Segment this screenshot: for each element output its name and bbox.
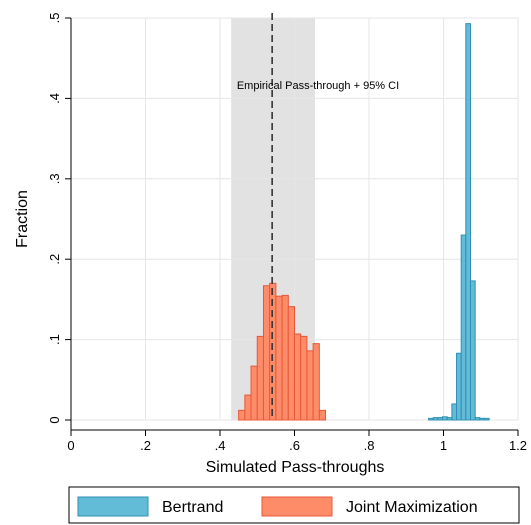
x-tick-label: 1.2 xyxy=(509,438,527,453)
bar-joint-maximization xyxy=(294,333,302,421)
x-axis-title: Simulated Pass-throughs xyxy=(206,459,385,476)
bar-joint-maximization xyxy=(275,295,283,421)
x-tick-label: .4 xyxy=(215,438,226,453)
legend-swatch-bertrand xyxy=(77,496,149,517)
bar-bertrand xyxy=(432,417,439,421)
bar-joint-maximization xyxy=(244,394,252,421)
bar-bertrand xyxy=(474,417,481,421)
bar-joint-maximization xyxy=(312,343,320,421)
legend-label-joint-maximization: Joint Maximization xyxy=(346,499,478,516)
y-tick-label: .2 xyxy=(47,254,62,265)
bar-bertrand xyxy=(446,417,453,421)
y-tick-label: 0 xyxy=(47,416,62,423)
bar-joint-maximization xyxy=(318,409,327,421)
x-tick-label: .2 xyxy=(140,438,151,453)
bar-joint-maximization xyxy=(306,350,314,421)
x-tick-label: 1 xyxy=(440,438,447,453)
y-tick-label: .4 xyxy=(47,93,62,104)
x-tick-label: .8 xyxy=(364,438,375,453)
bar-bertrand xyxy=(465,23,472,421)
legend-label-bertrand: Bertrand xyxy=(162,499,223,516)
bar-bertrand xyxy=(460,234,467,421)
y-tick-label: .1 xyxy=(47,334,62,345)
x-tick-label: 0 xyxy=(67,438,74,453)
bar-bertrand xyxy=(451,403,458,421)
bar-joint-maximization xyxy=(300,335,308,421)
bar-bertrand xyxy=(483,417,490,421)
y-axis-title: Fraction xyxy=(14,190,31,248)
axes-layer: 0 .2 .4 .6 .8 1 1.2 0 .1 .2 .3 .4 .5 xyxy=(47,13,527,453)
y-tick-label: .5 xyxy=(47,13,62,24)
bar-joint-maximization xyxy=(287,306,295,421)
bar-joint-maximization xyxy=(238,409,246,421)
bar-joint-maximization xyxy=(250,365,258,421)
annotation-label: Empirical Pass-through + 95% CI xyxy=(237,80,399,92)
bar-joint-maximization xyxy=(262,285,271,421)
bar-bertrand xyxy=(456,352,462,421)
bar-bertrand xyxy=(470,280,476,421)
bar-bertrand xyxy=(479,417,485,421)
bar-joint-maximization xyxy=(256,335,264,421)
bar-bertrand xyxy=(442,416,448,421)
y-tick-label: .3 xyxy=(47,173,62,184)
bar-bertrand xyxy=(428,417,434,421)
legend: Bertrand Joint Maximization xyxy=(68,486,520,524)
legend-swatch-joint-maximization xyxy=(261,496,333,517)
bar-joint-maximization xyxy=(281,294,289,421)
bar-bertrand xyxy=(437,417,444,421)
bars-layer xyxy=(238,23,490,421)
x-tick-label: .6 xyxy=(289,438,300,453)
